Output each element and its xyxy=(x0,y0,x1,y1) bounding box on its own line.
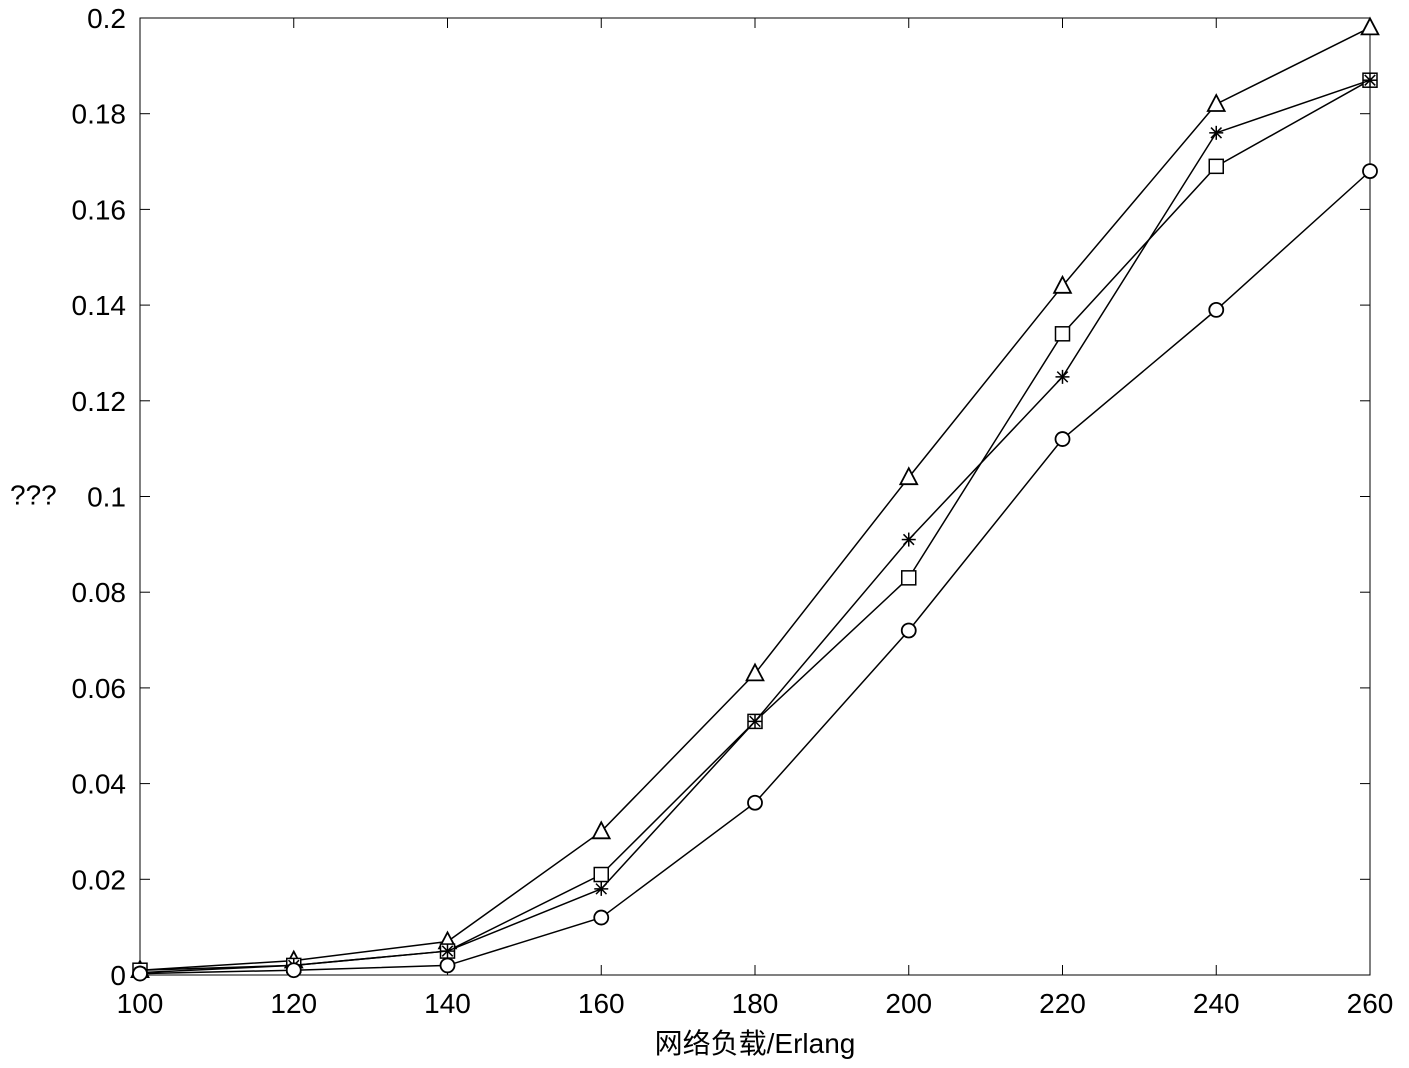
x-tick-label: 180 xyxy=(732,988,779,1019)
marker-asterisk-icon xyxy=(441,944,455,958)
marker-asterisk-icon xyxy=(594,882,608,896)
y-tick-label: 0.08 xyxy=(72,577,127,608)
marker-circle-icon xyxy=(594,911,608,925)
x-tick-label: 120 xyxy=(270,988,317,1019)
y-tick-label: 0.04 xyxy=(72,769,127,800)
line-chart: 100 120 140 160 180 200 220 240 260 0 0.02 0.04 0.06… xyxy=(0,0,1409,1068)
marker-circle-icon xyxy=(1363,164,1377,178)
series-circle xyxy=(133,164,1377,980)
x-tick-label: 100 xyxy=(117,988,164,1019)
marker-square-icon xyxy=(1056,327,1070,341)
x-tick-label: 140 xyxy=(424,988,471,1019)
series-square xyxy=(133,73,1377,977)
marker-circle-icon xyxy=(1056,432,1070,446)
series-triangle xyxy=(132,18,1379,977)
plot-border xyxy=(140,18,1370,975)
y-tick-label: 0.02 xyxy=(72,864,127,895)
marker-circle-icon xyxy=(133,967,147,981)
marker-circle-icon xyxy=(1209,303,1223,317)
marker-asterisk-icon xyxy=(902,533,916,547)
series-circle-line xyxy=(140,171,1370,973)
series-square-line xyxy=(140,80,1370,970)
marker-square-icon xyxy=(594,868,608,882)
y-tick-label: 0.14 xyxy=(72,290,127,321)
marker-circle-icon xyxy=(441,958,455,972)
series-triangle-line xyxy=(140,28,1370,971)
series-asterisk xyxy=(133,73,1377,979)
y-tick-label: 0.2 xyxy=(87,3,126,34)
marker-asterisk-icon xyxy=(748,714,762,728)
y-tick-label: 0 xyxy=(110,960,126,991)
x-axis-label: 网络负载/Erlang xyxy=(655,1028,856,1059)
y-tick-label: 0.18 xyxy=(72,99,127,130)
series-asterisk-line xyxy=(140,80,1370,972)
marker-circle-icon xyxy=(287,963,301,977)
x-tick-label: 260 xyxy=(1347,988,1394,1019)
marker-asterisk-icon xyxy=(1209,126,1223,140)
marker-asterisk-icon xyxy=(1056,370,1070,384)
marker-circle-icon xyxy=(902,623,916,637)
x-tick-label: 160 xyxy=(578,988,625,1019)
y-tick-label: 0.06 xyxy=(72,673,127,704)
marker-triangle-icon xyxy=(1362,18,1379,34)
x-tick-label: 240 xyxy=(1193,988,1240,1019)
y-tick-label: 0.1 xyxy=(87,482,126,513)
marker-triangle-icon xyxy=(1208,95,1225,111)
y-tick-label: 0.16 xyxy=(72,194,127,225)
marker-circle-icon xyxy=(748,796,762,810)
x-tick-label: 220 xyxy=(1039,988,1086,1019)
marker-asterisk-icon xyxy=(1363,73,1377,87)
marker-square-icon xyxy=(1209,159,1223,173)
x-tick-label: 200 xyxy=(885,988,932,1019)
y-axis-label: ??? xyxy=(10,480,57,511)
y-tick-label: 0.12 xyxy=(72,386,127,417)
marker-square-icon xyxy=(902,571,916,585)
